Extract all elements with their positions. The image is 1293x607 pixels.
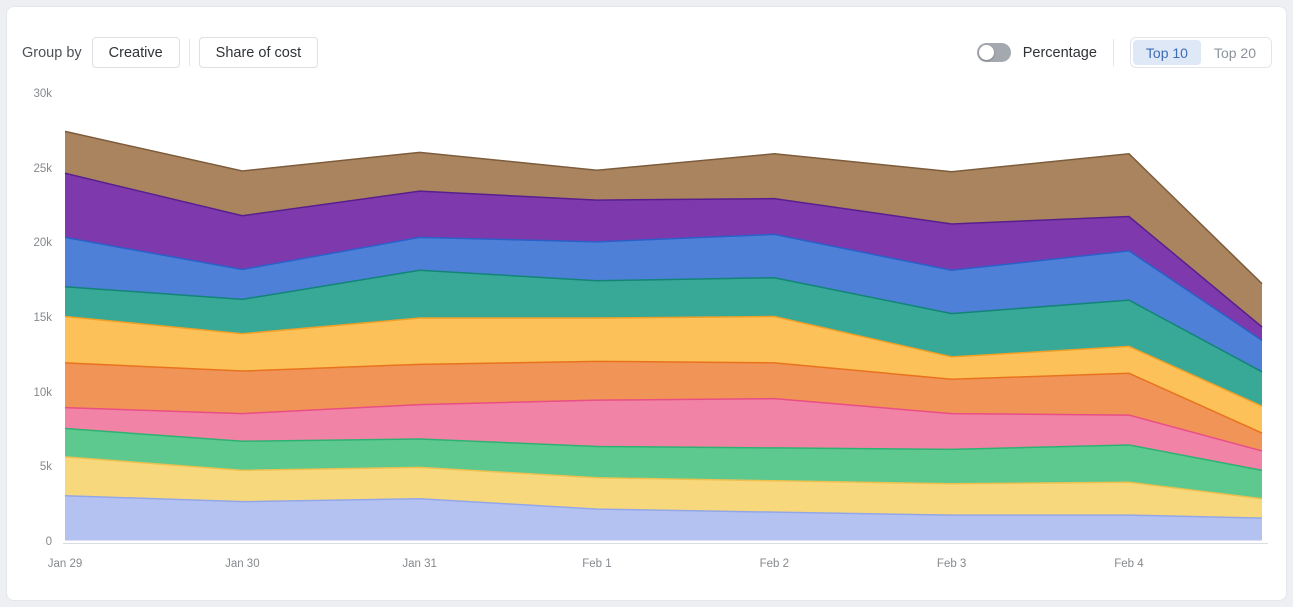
area-edge-series-4 xyxy=(64,397,1263,452)
y-axis-tick-label: 20k xyxy=(33,237,52,250)
percentage-label: Percentage xyxy=(1022,44,1097,61)
group-by-controls: Group by Creative Share of cost xyxy=(22,37,319,68)
x-axis-tick-label: Jan 30 xyxy=(225,558,260,570)
x-axis-tick-label: Jan 31 xyxy=(402,558,437,570)
chart-view-controls: Percentage Top 10 Top 20 xyxy=(976,37,1272,68)
x-axis-tick-label: Jan 29 xyxy=(47,558,83,570)
percentage-toggle[interactable] xyxy=(976,43,1011,62)
area-series-3[interactable] xyxy=(65,428,1262,499)
area-series-8[interactable] xyxy=(65,234,1262,372)
tab-top-10[interactable]: Top 10 xyxy=(1132,40,1201,65)
group-by-label: Group by xyxy=(22,44,82,61)
area-series-7[interactable] xyxy=(65,270,1262,407)
share-of-cost-button[interactable]: Share of cost xyxy=(198,37,319,68)
area-series-5[interactable] xyxy=(65,361,1262,451)
area-edge-series-2 xyxy=(64,456,1263,500)
top-n-tabs: Top 10 Top 20 xyxy=(1129,37,1272,68)
header-divider xyxy=(188,39,190,66)
x-axis-tick-label: Feb 3 xyxy=(936,558,967,570)
x-axis-tick-label: Feb 2 xyxy=(759,558,790,570)
area-edge-series-5 xyxy=(64,360,1263,434)
area-edge-series-9 xyxy=(64,172,1263,328)
area-series-1[interactable] xyxy=(65,495,1262,541)
area-edge-series-8 xyxy=(64,233,1263,342)
area-edge-series-7 xyxy=(64,269,1263,373)
area-series-9[interactable] xyxy=(65,173,1262,341)
header-divider-2 xyxy=(1112,39,1114,66)
y-axis-tick-label: 0 xyxy=(45,536,52,548)
area-series-6[interactable] xyxy=(65,316,1262,434)
y-axis-tick-label: 15k xyxy=(33,312,52,325)
area-edge-series-3 xyxy=(64,427,1263,472)
x-axis-tick-label: Feb 1 xyxy=(582,558,612,570)
creative-button[interactable]: Creative xyxy=(91,37,180,68)
area-edge-series-1 xyxy=(64,494,1263,519)
area-edge-series-10 xyxy=(64,130,1263,285)
y-axis-tick-label: 25k xyxy=(33,162,52,175)
toggle-knob-icon xyxy=(978,45,994,60)
area-edge-series-6 xyxy=(64,315,1263,407)
x-axis-tick-label: Feb 4 xyxy=(1114,558,1144,570)
area-series-10[interactable] xyxy=(65,131,1262,328)
area-series-4[interactable] xyxy=(65,398,1262,471)
y-axis-tick-label: 5k xyxy=(39,461,52,474)
y-axis-tick-label: 10k xyxy=(33,386,52,399)
tab-top-20[interactable]: Top 20 xyxy=(1213,44,1256,61)
y-axis-tick-label: 30k xyxy=(33,88,52,101)
x-axis-line xyxy=(63,543,1268,544)
area-series-2[interactable] xyxy=(65,456,1262,519)
